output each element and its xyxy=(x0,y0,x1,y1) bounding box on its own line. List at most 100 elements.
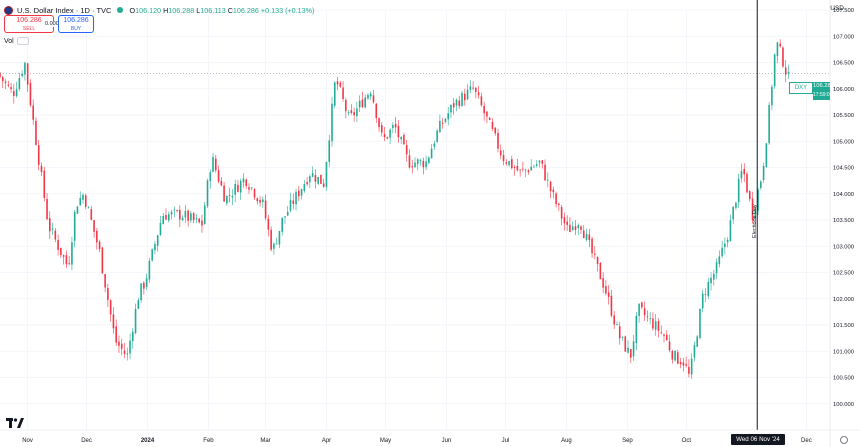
tradingview-logo-icon[interactable] xyxy=(6,418,24,429)
volume-label: Vol xyxy=(4,37,14,45)
candle-body xyxy=(508,161,510,166)
candle-body xyxy=(176,210,178,211)
candle-body xyxy=(497,132,499,149)
candle-body xyxy=(262,199,264,203)
candle-body xyxy=(306,181,308,185)
gear-icon[interactable] xyxy=(840,436,848,444)
candle-body xyxy=(250,187,253,189)
candle-body xyxy=(239,180,242,193)
candle-body xyxy=(278,230,281,245)
candle-body xyxy=(273,243,275,249)
chart-header: U.S. Dollar Index · 1D · TVC O106.120 H1… xyxy=(4,3,314,17)
price-tick-label: 107.500 xyxy=(833,8,854,14)
candle-body xyxy=(422,160,425,168)
candle-body xyxy=(511,159,513,169)
price-tick-label: 106.500 xyxy=(833,61,854,67)
candle-body xyxy=(538,160,541,163)
candle-body xyxy=(264,200,267,219)
candle-body xyxy=(203,205,206,225)
candle-body xyxy=(740,170,743,179)
candle-body xyxy=(419,160,422,162)
candle-body xyxy=(7,84,10,86)
candle-body xyxy=(198,218,200,223)
candle-body xyxy=(458,100,461,107)
candle-body xyxy=(84,195,87,207)
candle-body xyxy=(242,178,245,183)
sell-button[interactable]: 106.286 SELL xyxy=(4,15,54,33)
candle-body xyxy=(356,108,358,117)
candle-body xyxy=(771,86,773,106)
candle-body xyxy=(18,77,21,90)
candle-body xyxy=(15,89,18,97)
candle-body xyxy=(35,120,37,145)
candle-body xyxy=(403,134,405,145)
candle-body xyxy=(73,211,76,241)
candle-body xyxy=(292,200,295,204)
candle-body xyxy=(162,215,165,225)
symbol-title[interactable]: U.S. Dollar Index · 1D · TVC xyxy=(17,5,112,15)
candle-body xyxy=(364,97,366,108)
candle-body xyxy=(784,67,787,75)
buy-button[interactable]: 106.286 BUY xyxy=(58,15,94,33)
candle-body xyxy=(674,350,676,361)
candle-body xyxy=(464,93,466,101)
candle-body xyxy=(126,353,129,355)
candle-body xyxy=(486,111,488,117)
candle-body xyxy=(159,222,162,236)
candle-body xyxy=(522,168,524,170)
candle-body xyxy=(336,81,339,85)
price-tick-label: 102.000 xyxy=(833,297,854,303)
candle-body xyxy=(201,220,203,226)
candle-body xyxy=(428,157,430,163)
candle-body xyxy=(737,178,740,203)
candle-body xyxy=(375,103,378,119)
candle-body xyxy=(223,185,225,202)
candle-body xyxy=(411,166,414,168)
candle-body xyxy=(704,294,707,295)
candle-body xyxy=(96,230,98,243)
candle-body xyxy=(475,87,477,92)
candle-body xyxy=(724,243,726,248)
time-tick-label: Dec xyxy=(81,438,92,444)
candle-body xyxy=(552,189,555,193)
candle-body xyxy=(558,203,560,206)
candle-body xyxy=(378,118,380,128)
candle-body xyxy=(220,180,223,186)
market-status-icon xyxy=(117,7,124,13)
candle-body xyxy=(765,143,768,168)
candle-body xyxy=(762,165,765,180)
candle-body xyxy=(333,82,336,106)
candle-body xyxy=(652,318,654,329)
candle-body xyxy=(170,211,173,215)
price-tick-label: 104.500 xyxy=(833,166,854,172)
candle-body xyxy=(582,230,585,239)
candle-body xyxy=(624,336,627,352)
time-tick-label: Mar xyxy=(260,438,270,444)
candle-body xyxy=(682,362,685,366)
candle-body xyxy=(649,317,651,319)
candle-body xyxy=(13,91,15,96)
candle-body xyxy=(248,187,250,190)
candle-body xyxy=(566,221,568,225)
candle-body xyxy=(237,184,239,192)
volume-indicator[interactable]: Vol xyxy=(4,37,29,45)
candle-body xyxy=(408,155,411,168)
candle-body xyxy=(212,157,214,172)
candle-body xyxy=(430,148,433,159)
candle-body xyxy=(447,113,449,120)
candle-body xyxy=(217,170,220,182)
candle-body xyxy=(754,209,757,219)
candle-body xyxy=(342,87,344,99)
candle-body xyxy=(184,210,187,218)
candle-body xyxy=(494,127,497,134)
candle-body xyxy=(710,277,712,284)
candle-body xyxy=(690,358,693,375)
visibility-icon[interactable] xyxy=(16,37,29,45)
candle-body xyxy=(397,125,400,138)
currency-label[interactable]: USD xyxy=(830,5,844,12)
candle-body xyxy=(79,197,82,206)
candle-body xyxy=(643,308,646,316)
symbol-price-label: DXY xyxy=(789,82,813,94)
candle-body xyxy=(414,162,416,168)
